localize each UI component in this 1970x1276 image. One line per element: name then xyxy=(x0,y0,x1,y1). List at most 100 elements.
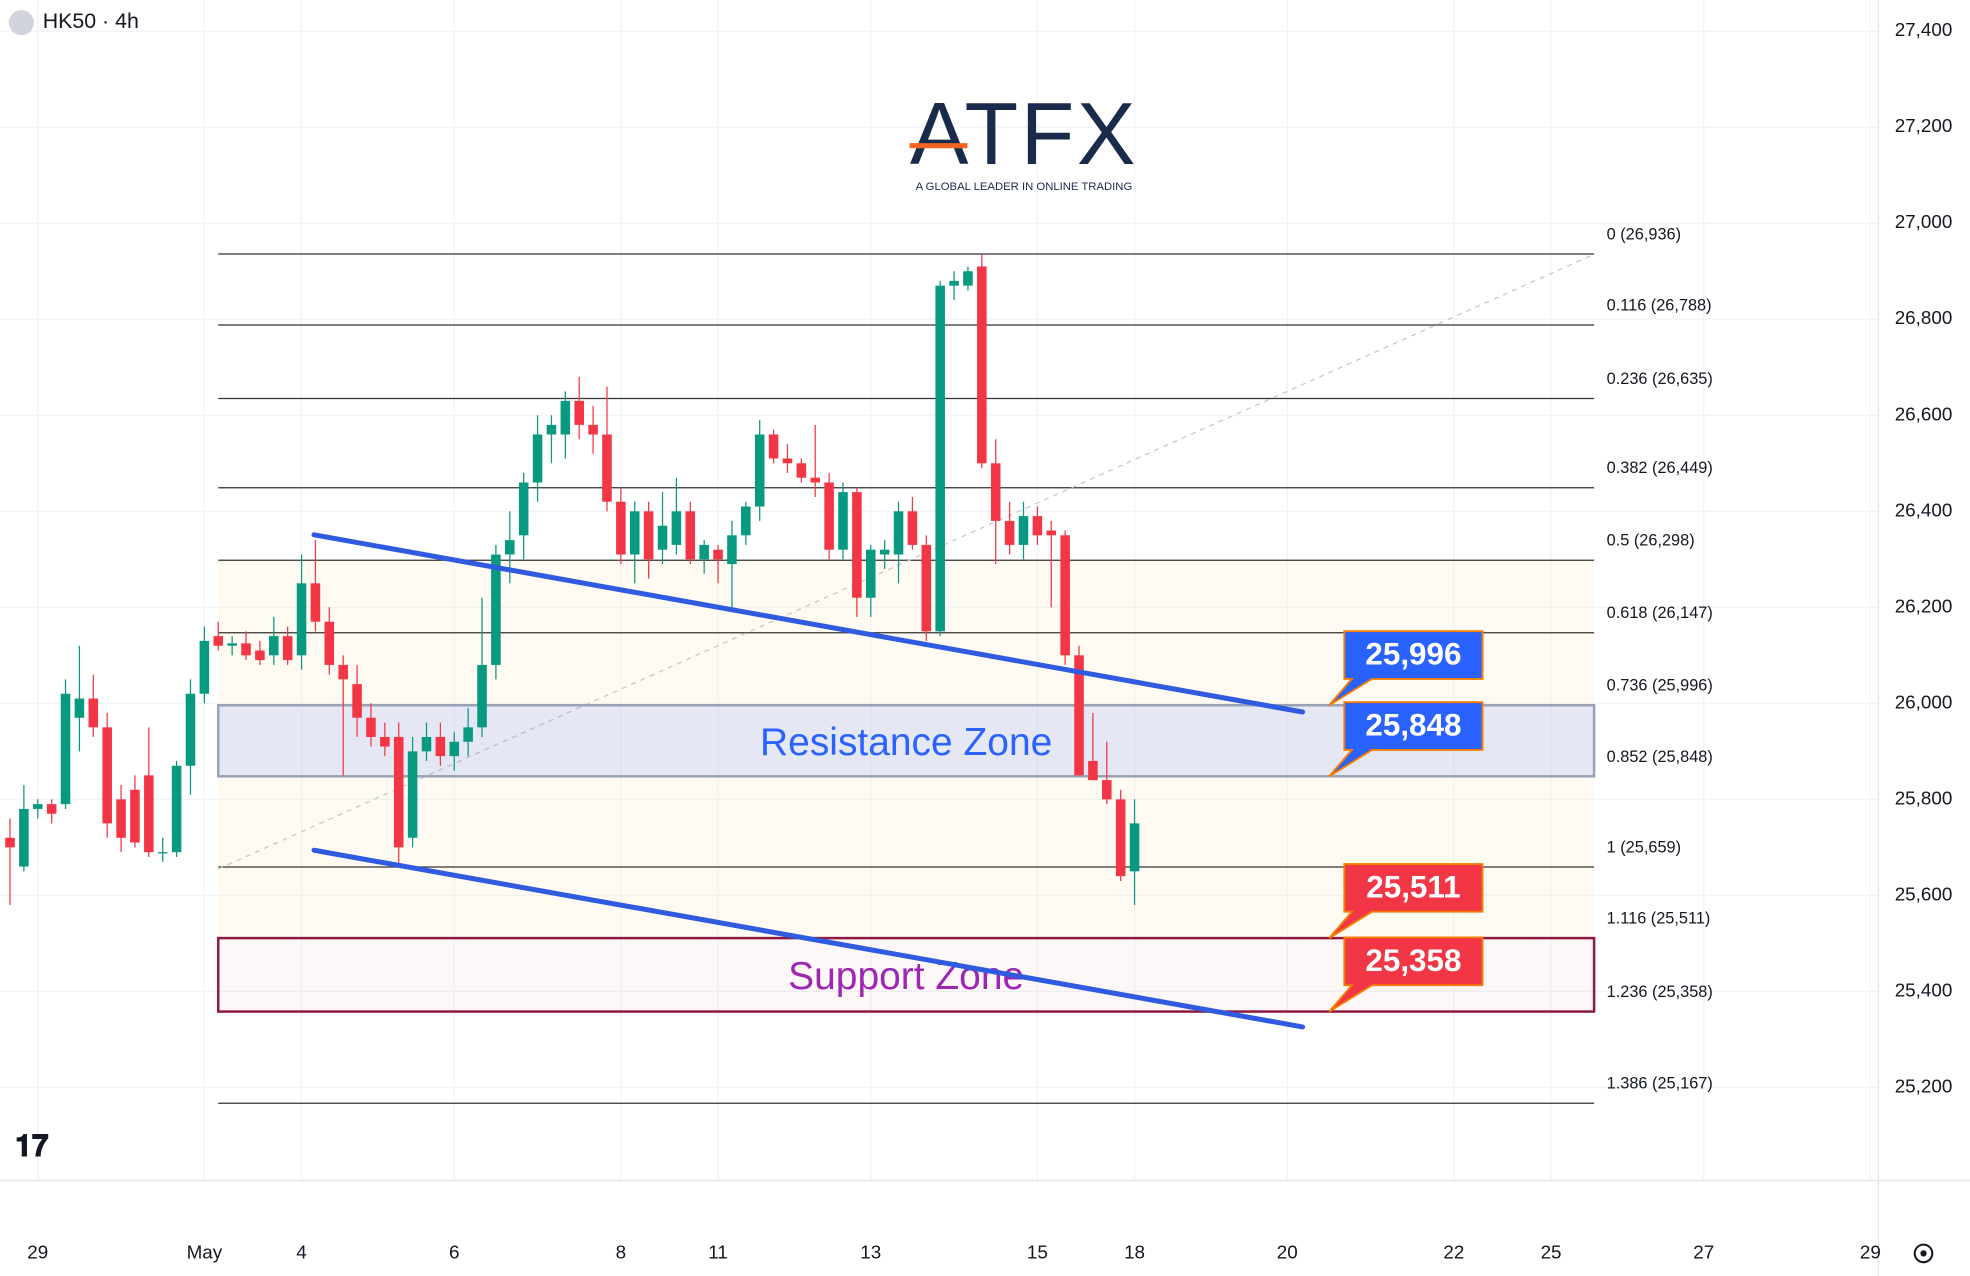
candle-body xyxy=(102,727,112,824)
candle-body xyxy=(949,280,959,286)
x-tick-label: 8 xyxy=(616,1241,626,1262)
callout-label: 25,848 xyxy=(1365,708,1461,743)
candle-body xyxy=(449,741,460,757)
x-tick-label: 20 xyxy=(1277,1241,1298,1262)
tv-mark: 𝟏𝟕 xyxy=(15,1130,49,1163)
candle-body xyxy=(324,621,335,665)
callout-box xyxy=(1328,936,1484,1013)
candle-body xyxy=(491,554,501,665)
candle-body xyxy=(574,400,584,425)
candle-body xyxy=(366,717,376,737)
candle-body xyxy=(241,643,251,656)
candle-body xyxy=(88,698,99,728)
candle-body xyxy=(435,736,446,757)
candle-body xyxy=(921,544,932,632)
y-tick-label: 25,400 xyxy=(1895,979,1953,1000)
candle-body xyxy=(1060,535,1070,656)
trend-line xyxy=(311,847,1306,1030)
y-tick-label: 26,000 xyxy=(1895,691,1953,712)
candle-body xyxy=(171,765,182,853)
candle-body xyxy=(990,463,1001,521)
candle-body xyxy=(46,804,57,814)
candle-body xyxy=(546,424,557,435)
fib-label: 0.382 (26,449) xyxy=(1607,459,1713,477)
candle-body xyxy=(338,664,348,680)
candle-body xyxy=(19,808,29,867)
x-tick-label: 11 xyxy=(708,1241,728,1262)
trend-line xyxy=(311,532,1306,715)
candle-body xyxy=(824,482,834,550)
fib-label: 1.116 (25,511) xyxy=(1607,910,1711,928)
candle-body xyxy=(935,285,945,632)
callout-box xyxy=(1328,701,1484,778)
candle-body xyxy=(685,511,696,560)
candle-body xyxy=(310,583,321,622)
candle-body xyxy=(588,424,598,435)
x-tick-label: 29 xyxy=(1860,1241,1881,1262)
fib-label: 0.618 (26,147) xyxy=(1607,604,1713,622)
callout-box xyxy=(1328,863,1484,939)
overlays: Resistance Zone Support Zone 25,996 25,848 2… xyxy=(311,532,1484,1030)
callout-box xyxy=(1328,630,1484,707)
candle-body xyxy=(5,837,15,848)
candle-body xyxy=(879,549,890,555)
candle-body xyxy=(671,511,682,545)
fib-label: 1.386 (25,167) xyxy=(1607,1075,1713,1093)
logo: ATFX A GLOBAL LEADER IN ONLINE TRADING xyxy=(909,84,1136,193)
x-tick-label: 29 xyxy=(27,1241,48,1262)
fib-label: 1 (25,659) xyxy=(1607,839,1681,857)
candle-body xyxy=(380,736,390,747)
candle-body xyxy=(1018,516,1029,545)
candle-body xyxy=(116,799,126,838)
candle-body xyxy=(157,852,168,854)
chart-title: HK50 · 4h xyxy=(43,9,139,33)
candle-body xyxy=(796,463,807,478)
candle-body xyxy=(477,664,487,728)
candle-body xyxy=(838,492,848,550)
candle-body xyxy=(699,544,709,560)
candle-body xyxy=(130,789,140,843)
candle-body xyxy=(393,736,404,848)
candle-body xyxy=(893,511,904,555)
fib-label: 0.236 (26,635) xyxy=(1607,370,1713,388)
y-tick-label: 27,400 xyxy=(1895,19,1953,40)
zone-label: Support Zone xyxy=(788,955,1024,998)
y-tick-label: 26,600 xyxy=(1895,403,1953,424)
candle-body xyxy=(657,525,668,550)
symbol-icon xyxy=(8,10,34,36)
callout-label: 25,996 xyxy=(1365,637,1461,672)
candle-body xyxy=(32,804,43,809)
settings-gear[interactable] xyxy=(1913,1243,1934,1264)
candle-body xyxy=(713,549,723,560)
candle-body xyxy=(74,698,85,718)
candle-body xyxy=(1129,823,1140,872)
x-tick-label: 18 xyxy=(1124,1241,1145,1262)
candle-body xyxy=(185,693,196,766)
candle-body xyxy=(768,434,779,459)
y-tick-label: 27,200 xyxy=(1895,115,1953,136)
candle-body xyxy=(463,727,473,742)
y-tick-label: 26,200 xyxy=(1895,595,1953,616)
x-tick-label: 4 xyxy=(296,1241,306,1262)
candle-body xyxy=(60,693,71,805)
settings-icon[interactable] xyxy=(1913,1243,1934,1264)
x-tick-label: 25 xyxy=(1541,1241,1562,1262)
y-tick-label: 25,600 xyxy=(1895,883,1953,904)
y-tick-label: 27,000 xyxy=(1895,211,1953,232)
candle-body xyxy=(1046,530,1057,536)
candle-body xyxy=(852,492,862,598)
candle-body xyxy=(532,434,543,483)
candle-body xyxy=(865,549,876,598)
y-tick-label: 25,200 xyxy=(1895,1075,1953,1096)
fib-label: 0 (26,936) xyxy=(1607,225,1681,243)
candle-body xyxy=(1088,760,1098,781)
logo-tagline: A GLOBAL LEADER IN ONLINE TRADING xyxy=(916,181,1133,193)
x-tick-label: 15 xyxy=(1027,1241,1048,1262)
callout-label: 25,358 xyxy=(1365,943,1461,978)
candle-body xyxy=(629,511,640,555)
candle-body xyxy=(421,736,432,752)
candle-body xyxy=(1004,520,1015,545)
fib-label: 0.5 (26,298) xyxy=(1607,532,1695,550)
candle-body xyxy=(782,458,793,464)
